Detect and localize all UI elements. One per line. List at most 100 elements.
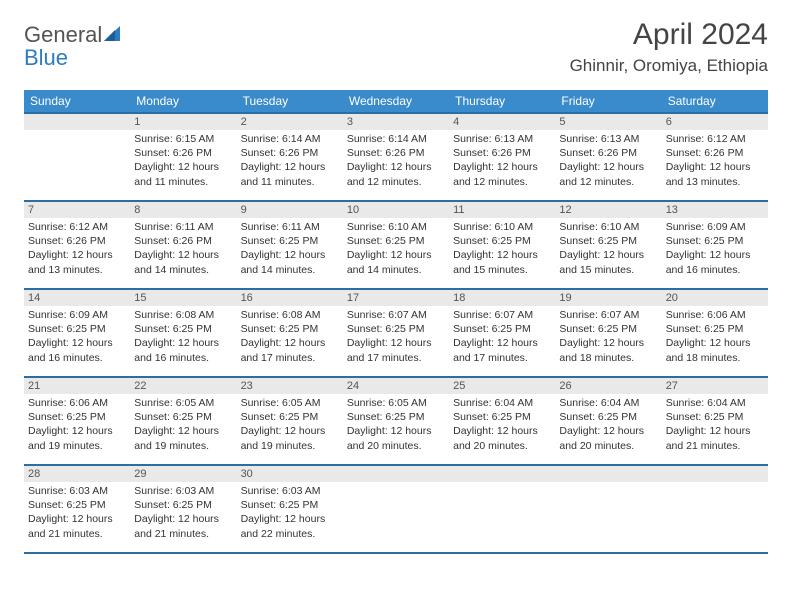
day-number: 28	[24, 466, 130, 482]
brand-name-2: Blue	[24, 45, 68, 70]
day-number: 24	[343, 378, 449, 394]
calendar-day-cell: 9Sunrise: 6:11 AMSunset: 6:25 PMDaylight…	[237, 201, 343, 289]
sunrise-text: Sunrise: 6:12 AM	[666, 132, 764, 146]
day-number: 22	[130, 378, 236, 394]
calendar-day-cell: 5Sunrise: 6:13 AMSunset: 6:26 PMDaylight…	[555, 113, 661, 201]
day-details: Sunrise: 6:11 AMSunset: 6:25 PMDaylight:…	[237, 218, 343, 281]
brand-name-1: General	[24, 22, 102, 47]
calendar-day-cell: 14Sunrise: 6:09 AMSunset: 6:25 PMDayligh…	[24, 289, 130, 377]
sunrise-text: Sunrise: 6:10 AM	[347, 220, 445, 234]
weekday-header: Wednesday	[343, 90, 449, 113]
day-number: 30	[237, 466, 343, 482]
day-number: 13	[662, 202, 768, 218]
sunset-text: Sunset: 6:26 PM	[347, 146, 445, 160]
daylight-text: Daylight: 12 hours and 20 minutes.	[453, 424, 551, 452]
sunset-text: Sunset: 6:26 PM	[453, 146, 551, 160]
daylight-text: Daylight: 12 hours and 19 minutes.	[241, 424, 339, 452]
sunrise-text: Sunrise: 6:11 AM	[134, 220, 232, 234]
calendar-day-cell: 10Sunrise: 6:10 AMSunset: 6:25 PMDayligh…	[343, 201, 449, 289]
daylight-text: Daylight: 12 hours and 18 minutes.	[666, 336, 764, 364]
calendar-day-cell: 26Sunrise: 6:04 AMSunset: 6:25 PMDayligh…	[555, 377, 661, 465]
daylight-text: Daylight: 12 hours and 14 minutes.	[134, 248, 232, 276]
sunset-text: Sunset: 6:25 PM	[28, 410, 126, 424]
daylight-text: Daylight: 12 hours and 12 minutes.	[559, 160, 657, 188]
daylight-text: Daylight: 12 hours and 14 minutes.	[241, 248, 339, 276]
day-number: 25	[449, 378, 555, 394]
day-details: Sunrise: 6:12 AMSunset: 6:26 PMDaylight:…	[24, 218, 130, 281]
daylight-text: Daylight: 12 hours and 21 minutes.	[134, 512, 232, 540]
sunset-text: Sunset: 6:25 PM	[559, 234, 657, 248]
sunset-text: Sunset: 6:25 PM	[453, 234, 551, 248]
calendar-day-cell: 18Sunrise: 6:07 AMSunset: 6:25 PMDayligh…	[449, 289, 555, 377]
day-number	[555, 466, 661, 482]
daylight-text: Daylight: 12 hours and 22 minutes.	[241, 512, 339, 540]
sunset-text: Sunset: 6:26 PM	[666, 146, 764, 160]
calendar-week-row: 1Sunrise: 6:15 AMSunset: 6:26 PMDaylight…	[24, 113, 768, 201]
sunrise-text: Sunrise: 6:05 AM	[134, 396, 232, 410]
sunset-text: Sunset: 6:25 PM	[134, 498, 232, 512]
day-number: 16	[237, 290, 343, 306]
daylight-text: Daylight: 12 hours and 16 minutes.	[28, 336, 126, 364]
calendar-day-cell: 13Sunrise: 6:09 AMSunset: 6:25 PMDayligh…	[662, 201, 768, 289]
calendar-day-cell	[662, 465, 768, 553]
daylight-text: Daylight: 12 hours and 18 minutes.	[559, 336, 657, 364]
day-number: 7	[24, 202, 130, 218]
sunset-text: Sunset: 6:25 PM	[453, 410, 551, 424]
day-details: Sunrise: 6:05 AMSunset: 6:25 PMDaylight:…	[343, 394, 449, 457]
day-number: 26	[555, 378, 661, 394]
daylight-text: Daylight: 12 hours and 11 minutes.	[134, 160, 232, 188]
day-number: 20	[662, 290, 768, 306]
sunset-text: Sunset: 6:25 PM	[241, 410, 339, 424]
day-number: 9	[237, 202, 343, 218]
day-details: Sunrise: 6:09 AMSunset: 6:25 PMDaylight:…	[24, 306, 130, 369]
page-title: April 2024	[570, 18, 768, 52]
day-details: Sunrise: 6:10 AMSunset: 6:25 PMDaylight:…	[343, 218, 449, 281]
daylight-text: Daylight: 12 hours and 12 minutes.	[347, 160, 445, 188]
calendar-day-cell: 3Sunrise: 6:14 AMSunset: 6:26 PMDaylight…	[343, 113, 449, 201]
day-number: 8	[130, 202, 236, 218]
sunrise-text: Sunrise: 6:06 AM	[666, 308, 764, 322]
day-number: 10	[343, 202, 449, 218]
calendar-week-row: 14Sunrise: 6:09 AMSunset: 6:25 PMDayligh…	[24, 289, 768, 377]
day-number: 1	[130, 114, 236, 130]
calendar-week-row: 21Sunrise: 6:06 AMSunset: 6:25 PMDayligh…	[24, 377, 768, 465]
day-details: Sunrise: 6:03 AMSunset: 6:25 PMDaylight:…	[237, 482, 343, 545]
weekday-header: Monday	[130, 90, 236, 113]
daylight-text: Daylight: 12 hours and 14 minutes.	[347, 248, 445, 276]
day-details: Sunrise: 6:13 AMSunset: 6:26 PMDaylight:…	[449, 130, 555, 193]
sunset-text: Sunset: 6:25 PM	[241, 322, 339, 336]
sunrise-text: Sunrise: 6:03 AM	[28, 484, 126, 498]
day-details: Sunrise: 6:14 AMSunset: 6:26 PMDaylight:…	[343, 130, 449, 193]
day-number: 18	[449, 290, 555, 306]
sunrise-text: Sunrise: 6:04 AM	[453, 396, 551, 410]
calendar-day-cell: 12Sunrise: 6:10 AMSunset: 6:25 PMDayligh…	[555, 201, 661, 289]
day-number: 15	[130, 290, 236, 306]
daylight-text: Daylight: 12 hours and 17 minutes.	[453, 336, 551, 364]
day-number: 14	[24, 290, 130, 306]
calendar-day-cell: 30Sunrise: 6:03 AMSunset: 6:25 PMDayligh…	[237, 465, 343, 553]
weekday-header: Thursday	[449, 90, 555, 113]
sunrise-text: Sunrise: 6:12 AM	[28, 220, 126, 234]
calendar-day-cell: 25Sunrise: 6:04 AMSunset: 6:25 PMDayligh…	[449, 377, 555, 465]
day-number	[662, 466, 768, 482]
daylight-text: Daylight: 12 hours and 12 minutes.	[453, 160, 551, 188]
day-details: Sunrise: 6:04 AMSunset: 6:25 PMDaylight:…	[449, 394, 555, 457]
day-number	[343, 466, 449, 482]
day-number	[449, 466, 555, 482]
day-number: 23	[237, 378, 343, 394]
sunset-text: Sunset: 6:25 PM	[241, 498, 339, 512]
sunset-text: Sunset: 6:25 PM	[666, 322, 764, 336]
day-details: Sunrise: 6:08 AMSunset: 6:25 PMDaylight:…	[237, 306, 343, 369]
logo-sail-icon	[104, 24, 124, 47]
weekday-header: Tuesday	[237, 90, 343, 113]
calendar-table: Sunday Monday Tuesday Wednesday Thursday…	[24, 90, 768, 554]
location-text: Ghinnir, Oromiya, Ethiopia	[570, 56, 768, 76]
calendar-day-cell: 2Sunrise: 6:14 AMSunset: 6:26 PMDaylight…	[237, 113, 343, 201]
day-details: Sunrise: 6:03 AMSunset: 6:25 PMDaylight:…	[24, 482, 130, 545]
sunrise-text: Sunrise: 6:14 AM	[241, 132, 339, 146]
daylight-text: Daylight: 12 hours and 21 minutes.	[666, 424, 764, 452]
calendar-day-cell: 6Sunrise: 6:12 AMSunset: 6:26 PMDaylight…	[662, 113, 768, 201]
calendar-week-row: 7Sunrise: 6:12 AMSunset: 6:26 PMDaylight…	[24, 201, 768, 289]
sunrise-text: Sunrise: 6:14 AM	[347, 132, 445, 146]
sunrise-text: Sunrise: 6:06 AM	[28, 396, 126, 410]
